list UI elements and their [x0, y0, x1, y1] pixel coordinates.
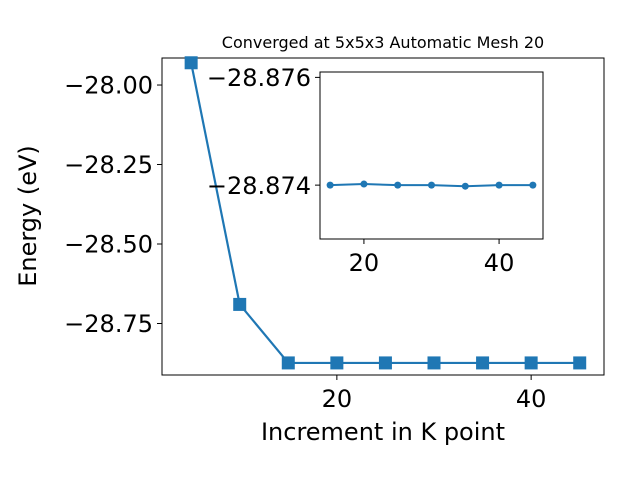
- main-y-tick-label: −28.50: [64, 231, 153, 259]
- main-y-axis-label: Energy (eV): [14, 145, 42, 287]
- main-data-point: [330, 356, 344, 370]
- inset-data-point: [529, 181, 537, 189]
- inset-data-point: [360, 180, 368, 188]
- main-data-point: [233, 297, 247, 311]
- main-data-point: [524, 356, 538, 370]
- main-y-tick-label: −28.25: [64, 151, 153, 179]
- inset-data-point: [394, 181, 402, 189]
- main-data-point: [427, 356, 441, 370]
- main-plot-frame: [161, 57, 605, 376]
- main-y-tick-label: −28.00: [64, 72, 153, 100]
- main-data-point: [184, 56, 198, 70]
- inset-x-tick-label: 40: [484, 249, 515, 277]
- inset-y-tick-label: −28.874: [207, 172, 311, 200]
- inset-data-point: [326, 181, 334, 189]
- main-data-point: [378, 356, 392, 370]
- main-data-point: [476, 356, 490, 370]
- inset-x-tick-label: 20: [349, 249, 380, 277]
- main-data-point: [573, 356, 587, 370]
- main-x-tick-label: 20: [322, 385, 353, 413]
- inset-data-point: [495, 181, 503, 189]
- main-x-tick-label: 40: [516, 385, 547, 413]
- main-title: Converged at 5x5x3 Automatic Mesh 20: [222, 33, 544, 52]
- inset-data-point: [461, 182, 469, 190]
- inset-y-tick-label: −28.876: [207, 64, 311, 92]
- inset-data-point: [428, 181, 435, 189]
- inset-plot-frame: [319, 71, 544, 240]
- main-y-tick-label: −28.75: [64, 310, 153, 338]
- main-x-axis-label: Increment in K point: [261, 418, 505, 446]
- main-data-point: [281, 356, 295, 370]
